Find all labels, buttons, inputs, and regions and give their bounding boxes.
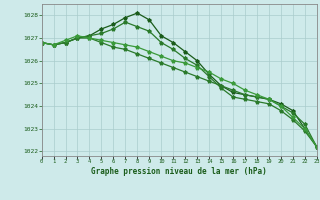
X-axis label: Graphe pression niveau de la mer (hPa): Graphe pression niveau de la mer (hPa) (91, 167, 267, 176)
